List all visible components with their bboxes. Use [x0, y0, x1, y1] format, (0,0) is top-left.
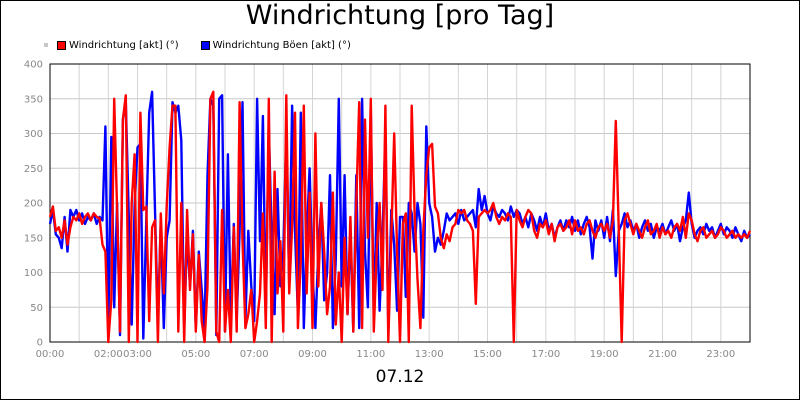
- series-line-1: [48, 90, 752, 344]
- legend-swatch-series-2: [200, 40, 210, 50]
- x-tick-label: 15:00: [473, 349, 502, 360]
- x-tick-label: 23:00: [706, 349, 735, 360]
- y-tick-label: 50: [30, 303, 43, 314]
- x-tick-label: 19:00: [590, 349, 619, 360]
- x-tick-label: 00:00: [36, 349, 65, 360]
- legend: Windrichtung [akt] (°) Windrichtung Böen…: [44, 38, 373, 52]
- chart-title: Windrichtung [pro Tag]: [245, 0, 555, 31]
- legend-label-series-2: Windrichtung Böen [akt] (°): [212, 39, 351, 51]
- x-tick-label: 17:00: [531, 349, 560, 360]
- x-tick-label: 05:00: [181, 349, 210, 360]
- x-tick-label: 11:00: [356, 349, 385, 360]
- legend-marker-icon: [44, 43, 48, 47]
- x-tick-label: 07:00: [240, 349, 269, 360]
- legend-item-series-1: Windrichtung [akt] (°): [57, 40, 179, 51]
- x-tick-label: 03:00: [123, 349, 152, 360]
- legend-label-series-1: Windrichtung [akt] (°): [69, 39, 179, 51]
- y-tick-label: 0: [37, 338, 43, 349]
- legend-swatch-series-1: [57, 40, 66, 50]
- y-tick-label: 400: [24, 60, 43, 71]
- y-tick-label: 200: [24, 199, 43, 210]
- x-tick-label: 21:00: [648, 349, 677, 360]
- x-tick-label: 02:00: [94, 349, 123, 360]
- y-tick-label: 350: [24, 94, 43, 105]
- x-tick-label: 09:00: [298, 349, 327, 360]
- y-tick-label: 150: [24, 233, 43, 244]
- x-tick-label: 13:00: [415, 349, 444, 360]
- y-tick-label: 300: [24, 129, 43, 140]
- y-tick-label: 250: [24, 164, 43, 175]
- legend-item-series-2: Windrichtung Böen [akt] (°): [200, 39, 351, 51]
- date-label: 07.12: [375, 367, 425, 387]
- y-tick-label: 100: [24, 268, 43, 279]
